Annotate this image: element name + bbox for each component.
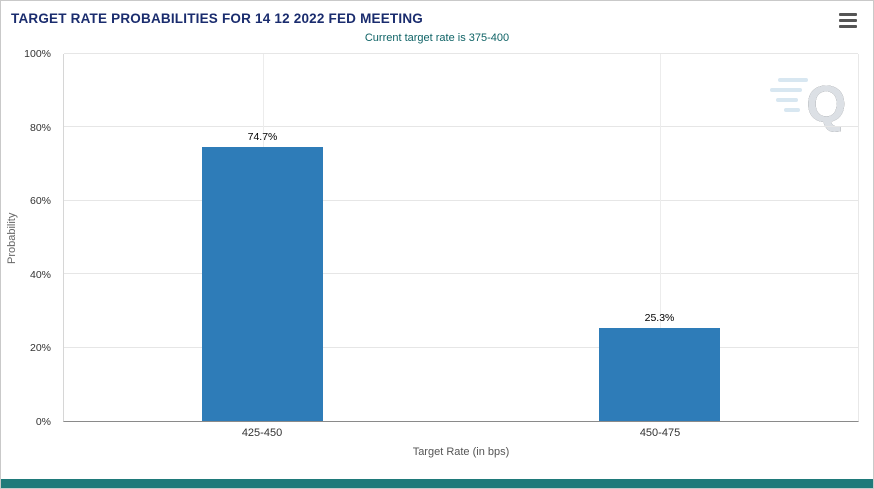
x-axis-labels: 425-450 450-475 (63, 422, 859, 440)
chart-subtitle: Current target rate is 375-400 (364, 32, 510, 44)
quikstrike-q-logo-icon: Q Q (770, 76, 846, 134)
gridline-horizontal (64, 53, 858, 54)
hamburger-icon (839, 25, 857, 28)
bar-425-450[interactable] (201, 146, 324, 421)
bar-value-label: 25.3% (644, 312, 675, 325)
hamburger-icon (839, 13, 857, 16)
hamburger-icon (839, 19, 857, 22)
y-tick-label: 20% (29, 342, 51, 355)
gridline-horizontal (64, 126, 858, 128)
menu-button[interactable] (837, 11, 859, 30)
y-tick-label: 40% (29, 268, 51, 281)
gridline-horizontal (64, 346, 858, 348)
svg-text:Q: Q (806, 76, 846, 134)
gridline-horizontal (64, 273, 858, 275)
x-axis-title: Target Rate (in bps) (412, 446, 510, 458)
plot-area: Q Q 74.7% 25.3% (63, 53, 859, 422)
y-tick-label: 0% (35, 416, 51, 428)
svg-text:Q: Q (806, 76, 846, 134)
gridline-horizontal (64, 199, 858, 201)
y-tick-label: 80% (29, 121, 51, 134)
bar-450-475[interactable] (598, 328, 721, 421)
y-tick-label: 60% (29, 195, 51, 208)
chart-area: Probability 0% 20% 40% 60% 80% 100% Q Q 74.7%… (6, 48, 859, 439)
bar-value-label: 74.7% (247, 130, 278, 143)
x-tick-label: 450-475 (639, 427, 681, 439)
y-axis-labels: 0% 20% 40% 60% 80% 100% (7, 48, 57, 428)
chart-header: TARGET RATE PROBABILITIES FOR 14 12 2022… (1, 1, 873, 30)
bottom-accent-bar (1, 479, 873, 488)
y-tick-label: 100% (24, 48, 51, 60)
chart-title: TARGET RATE PROBABILITIES FOR 14 12 2022… (11, 11, 423, 26)
x-tick-label: 425-450 (241, 427, 283, 439)
gridline-vertical (659, 54, 661, 421)
